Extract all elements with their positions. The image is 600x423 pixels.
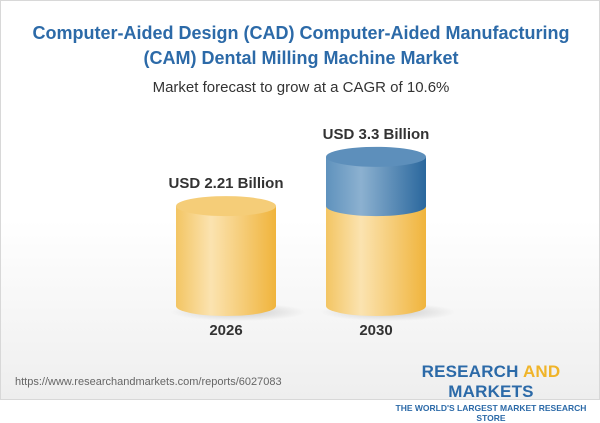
cylinder-top bbox=[326, 146, 426, 167]
category-label: 2026 bbox=[209, 322, 242, 339]
title-line-1: Computer-Aided Design (CAD) Computer-Aid… bbox=[32, 23, 570, 43]
chart-title: Computer-Aided Design (CAD) Computer-Aid… bbox=[1, 21, 600, 71]
cylinder-growth-segment bbox=[326, 156, 426, 217]
cylinder-top bbox=[176, 196, 276, 217]
category-label: 2030 bbox=[359, 322, 392, 339]
cylinder-base-segment bbox=[326, 206, 426, 316]
cylinder-bar bbox=[176, 206, 276, 316]
research-and-markets-logo: RESEARCH AND MARKETS THE WORLD'S LARGEST… bbox=[395, 362, 587, 423]
cylinder-chart: USD 2.21 Billion 2026 USD 3.3 Billion 2030 bbox=[168, 126, 456, 339]
source-url[interactable]: https://www.researchandmarkets.com/repor… bbox=[15, 376, 282, 388]
chart-subtitle: Market forecast to grow at a CAGR of 10.… bbox=[152, 79, 450, 96]
data-label: USD 2.21 Billion bbox=[168, 175, 283, 192]
data-label: USD 3.3 Billion bbox=[323, 126, 430, 143]
title-line-2: (CAM) Dental Milling Machine Market bbox=[143, 48, 459, 68]
